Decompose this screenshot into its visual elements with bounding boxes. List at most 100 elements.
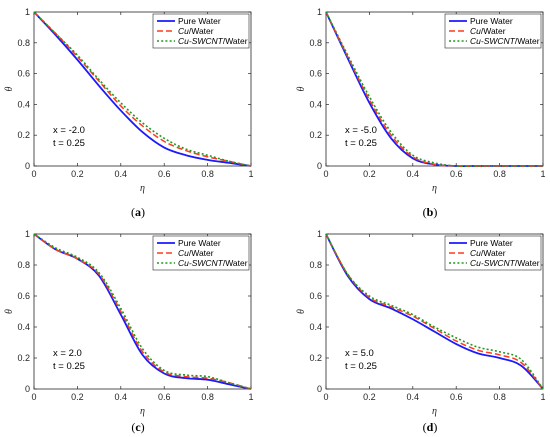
legend-label: Pure Water [470,238,513,248]
x-tick-label: 0.6 [450,169,463,179]
panel-caption: (c) [131,420,144,434]
y-tick-label: 0.6 [17,69,30,79]
series-line-cu-swcnt-water [33,11,252,167]
series-line-cu-swcnt-water [325,11,543,168]
y-tick-label: 0.2 [17,353,30,363]
x-tick-label: 0.6 [450,392,463,402]
y-tick-label: 0.8 [17,38,30,48]
annotation-text: t = 0.25 [345,138,377,149]
series-line-cu-water [325,233,544,390]
series-line-cu-swcnt-water [325,233,544,390]
x-tick-label: 0.2 [363,392,376,402]
series-line-cu-water [33,233,252,390]
legend-label: Cu/Water [470,248,506,258]
legend-label: Cu-SWCNT/Water [470,258,540,268]
y-tick-label: 0 [317,384,322,394]
legend-label: Pure Water [178,16,221,26]
x-tick-label: 0.2 [71,169,84,179]
legend-label: Cu/Water [470,26,506,36]
y-tick-label: 0.6 [309,291,322,301]
y-tick-label: 0.2 [309,130,322,140]
y-axis-label: θ [4,309,15,314]
annotation-text: t = 0.25 [53,361,85,372]
x-tick-label: 1 [248,392,253,402]
x-tick-label: 0.8 [493,392,506,402]
y-tick-label: 1 [25,229,30,239]
series-line-cu-swcnt-water [33,233,252,390]
y-tick-label: 0.8 [17,260,30,270]
annotation-text: t = 0.25 [345,361,377,372]
x-tick-label: 0.4 [115,392,128,402]
series-line-cu-water [325,11,543,167]
legend-label: Pure Water [178,238,221,248]
annotation-text: x = -5.0 [345,125,377,136]
annotation-text: t = 0.25 [53,138,85,149]
series-line-pure-water [33,233,252,390]
legend-label: Cu-SWCNT/Water [178,258,248,268]
y-axis-label: θ [296,309,307,314]
series-line-pure-water [325,233,544,390]
y-tick-label: 1 [25,7,30,17]
annotation-text: x = 2.0 [53,348,82,359]
y-tick-label: 0.2 [309,353,322,363]
x-axis-label: η [140,183,145,194]
y-tick-label: 0.2 [17,130,30,140]
y-tick-label: 1 [317,229,322,239]
x-tick-label: 0 [31,392,36,402]
panel-caption: (b) [423,205,438,219]
chart-panel-3: 0 0.2 0.4 0.6 0.8 1 0 0.2 0.4 0.6 0.8 1 η θ Pure Water… [4,229,254,434]
x-tick-label: 0 [323,392,328,402]
y-tick-label: 1 [317,7,322,17]
x-tick-label: 0.4 [407,392,420,402]
x-axis-label: η [432,183,437,194]
x-tick-label: 0.2 [363,169,376,179]
legend-label: Cu-SWCNT/Water [178,36,248,46]
annotation-text: x = -2.0 [53,125,85,136]
y-tick-label: 0.8 [309,38,322,48]
x-tick-label: 1 [540,169,545,179]
x-tick-label: 0 [323,169,328,179]
y-tick-label: 0 [25,384,30,394]
panel-caption: (d) [423,420,438,434]
x-tick-label: 0.6 [158,169,171,179]
x-axis-label: η [432,406,437,417]
x-tick-label: 1 [540,392,545,402]
series-line-pure-water [33,11,252,167]
y-tick-label: 0 [25,161,30,171]
y-axis-label: θ [296,86,307,91]
y-tick-label: 0.4 [17,322,30,332]
chart-panel-4: 0 0.2 0.4 0.6 0.8 1 0 0.2 0.4 0.6 0.8 1 η θ Pure Water… [296,229,546,434]
y-tick-label: 0.6 [17,291,30,301]
chart-panel-1: 0 0.2 0.4 0.6 0.8 1 0 0.2 0.4 0.6 0.8 1 η θ Pure Water… [4,7,254,219]
y-axis-label: θ [4,86,15,91]
y-tick-label: 0.8 [309,260,322,270]
legend-label: Cu-SWCNT/Water [470,36,540,46]
chart-panel-2: 0 0.2 0.4 0.6 0.8 1 0 0.2 0.4 0.6 0.8 1 η θ Pure Water… [296,7,546,219]
x-tick-label: 0.4 [407,169,420,179]
y-tick-label: 0.4 [309,322,322,332]
legend-label: Pure Water [470,16,513,26]
y-tick-label: 0.4 [309,99,322,109]
x-tick-label: 0.4 [115,169,128,179]
x-tick-label: 1 [248,169,253,179]
x-axis-label: η [140,406,145,417]
x-tick-label: 0.2 [71,392,84,402]
annotation-text: x = 5.0 [345,348,374,359]
series-line-cu-water [33,11,252,167]
panel-caption: (a) [131,205,145,219]
x-tick-label: 0.8 [201,169,214,179]
y-tick-label: 0 [317,161,322,171]
x-tick-label: 0.8 [201,392,214,402]
x-tick-label: 0.8 [493,169,506,179]
legend-label: Cu/Water [178,248,214,258]
x-tick-label: 0.6 [158,392,171,402]
y-tick-label: 0.6 [309,69,322,79]
y-tick-label: 0.4 [17,99,30,109]
x-tick-label: 0 [31,169,36,179]
legend-label: Cu/Water [178,26,214,36]
